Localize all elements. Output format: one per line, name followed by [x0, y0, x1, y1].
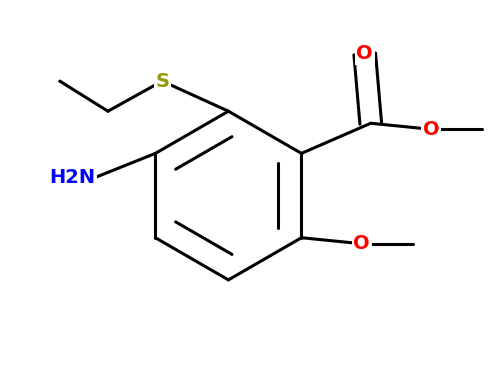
Text: S: S: [155, 72, 169, 91]
Text: O: O: [356, 44, 373, 63]
Text: O: O: [423, 120, 439, 139]
Text: O: O: [353, 234, 370, 253]
Text: H2N: H2N: [49, 168, 95, 187]
